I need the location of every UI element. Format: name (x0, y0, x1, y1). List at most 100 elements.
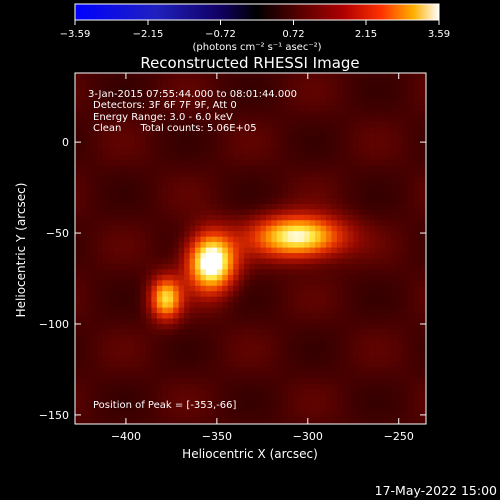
heatmap-cell (249, 83, 256, 90)
heatmap-cell (396, 351, 403, 358)
heatmap-cell (353, 296, 360, 303)
heatmap-cell (385, 274, 393, 281)
heatmap-cell (151, 405, 158, 412)
heatmap-cell (178, 373, 185, 380)
heatmap-cell (271, 285, 278, 292)
heatmap-cell (244, 214, 251, 221)
heatmap-cell (413, 89, 420, 96)
heatmap-cell (265, 122, 273, 129)
heatmap-cell (124, 269, 131, 276)
heatmap-cell (304, 362, 311, 369)
heatmap-cell (358, 291, 365, 298)
heatmap-cell (282, 73, 289, 80)
heatmap-cell (227, 405, 234, 412)
heatmap-cell (124, 225, 131, 232)
heatmap-cell (162, 356, 169, 363)
heatmap-cell (391, 122, 398, 129)
heatmap-cell (282, 367, 289, 374)
heatmap-cell (195, 154, 202, 161)
heatmap-cell (347, 182, 354, 189)
heatmap-cell (293, 138, 300, 145)
heatmap-cell (396, 105, 403, 112)
heatmap-cell (402, 116, 409, 123)
heatmap-cell (336, 242, 343, 249)
heatmap-cell (407, 323, 414, 331)
heatmap-cell (396, 356, 403, 363)
heatmap-cell (195, 111, 202, 118)
heatmap-cell (233, 105, 240, 112)
heatmap-cell (151, 383, 158, 391)
heatmap-cell (222, 231, 229, 238)
heatmap-cell (189, 203, 196, 210)
heatmap-cell (347, 193, 354, 200)
heatmap-cell (385, 78, 393, 85)
heatmap-cell (293, 383, 300, 391)
heatmap-cell (129, 296, 136, 303)
heatmap-cell (91, 127, 98, 134)
heatmap-cell (265, 225, 273, 232)
heatmap-cell (167, 187, 174, 194)
heatmap-cell (195, 231, 202, 238)
heatmap-cell (145, 296, 152, 303)
heatmap-cell (413, 182, 420, 189)
heatmap-cell (178, 73, 185, 80)
heatmap-cell (205, 373, 212, 380)
heatmap-cell (304, 100, 311, 107)
heatmap-cell (369, 378, 376, 385)
heatmap-cell (156, 176, 163, 183)
heatmap-cell (80, 411, 87, 418)
y-tick-label: −100 (39, 318, 69, 331)
heatmap-cell (162, 285, 169, 292)
heatmap-cell (184, 231, 191, 238)
heatmap-cell (304, 291, 311, 298)
heatmap-cell (162, 231, 169, 238)
heatmap-cell (353, 165, 360, 172)
heatmap-cell (91, 78, 98, 85)
heatmap-cell (91, 160, 98, 167)
heatmap-cell (102, 214, 109, 221)
heatmap-cell (342, 362, 349, 369)
heatmap-cell (353, 356, 360, 363)
heatmap-cell (271, 214, 278, 221)
heatmap-cell (265, 351, 273, 358)
heatmap-cell (167, 111, 174, 118)
heatmap-cell (276, 340, 283, 347)
heatmap-cell (315, 394, 322, 401)
heatmap-cell (216, 362, 223, 369)
heatmap-cell (135, 422, 142, 424)
heatmap-cell (282, 138, 289, 145)
heatmap-cell (424, 165, 426, 172)
heatmap-cell (129, 285, 136, 292)
heatmap-cell (255, 274, 262, 281)
heatmap-cell (140, 165, 147, 172)
heatmap-cell (167, 400, 174, 407)
heatmap-cell (304, 378, 311, 385)
heatmap-cell (418, 209, 425, 216)
heatmap-cell (325, 362, 333, 369)
heatmap-cell (375, 138, 382, 145)
heatmap-cell (331, 209, 338, 216)
heatmap-cell (107, 78, 114, 85)
heatmap-cell (271, 225, 278, 232)
heatmap-cell (424, 411, 426, 418)
heatmap-cell (380, 334, 387, 341)
heatmap-cell (129, 236, 136, 243)
heatmap-cell (375, 122, 382, 129)
heatmap-cell (265, 340, 273, 347)
heatmap-cell (331, 258, 338, 265)
heatmap-cell (118, 214, 125, 221)
heatmap-cell (391, 214, 398, 221)
heatmap-cell (102, 154, 109, 161)
heatmap-cell (304, 176, 311, 183)
heatmap-cell (173, 78, 180, 85)
heatmap-cell (156, 225, 163, 232)
heatmap-cell (282, 373, 289, 380)
heatmap-cell (380, 105, 387, 112)
heatmap-cell (91, 378, 98, 385)
heatmap-cell (424, 182, 426, 189)
heatmap-cell (385, 176, 393, 183)
heatmap-cell (424, 78, 426, 85)
heatmap-cell (85, 143, 92, 150)
heatmap-cell (293, 198, 300, 205)
heatmap-cell (244, 274, 251, 281)
